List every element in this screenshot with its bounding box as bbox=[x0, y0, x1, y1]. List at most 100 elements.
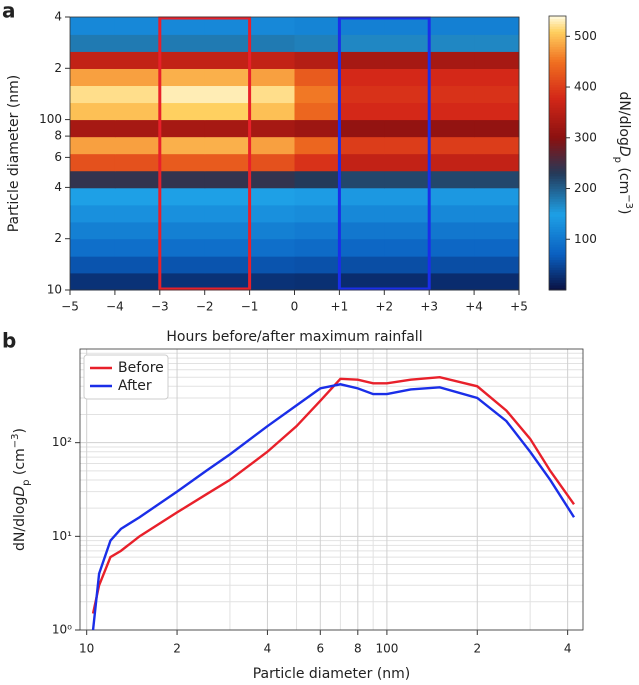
heat-cell bbox=[384, 102, 430, 121]
x-tick-label: −1 bbox=[241, 300, 259, 314]
heat-cell bbox=[249, 136, 295, 155]
colorbar-step bbox=[549, 150, 566, 154]
heat-cell bbox=[429, 51, 475, 69]
heat-cell bbox=[429, 136, 475, 155]
heat-cell bbox=[114, 17, 161, 35]
heat-cell bbox=[474, 119, 520, 138]
heat-cell bbox=[70, 102, 116, 121]
colorbar-step bbox=[549, 130, 566, 134]
heat-cell bbox=[429, 102, 475, 121]
colorbar-step bbox=[549, 185, 566, 190]
heat-cell bbox=[204, 187, 251, 206]
heat-cell bbox=[249, 51, 295, 69]
heat-cell bbox=[384, 170, 430, 189]
heat-cell bbox=[429, 256, 475, 274]
heat-cell bbox=[204, 238, 251, 257]
heat-cell bbox=[429, 204, 475, 223]
x-tick-label: +1 bbox=[331, 300, 349, 314]
heat-cell bbox=[204, 119, 251, 138]
heat-cell bbox=[114, 51, 161, 69]
colorbar-step bbox=[549, 246, 566, 250]
y-tick-label: 6 bbox=[54, 150, 62, 164]
colorbar-step bbox=[549, 69, 566, 73]
heat-cell bbox=[474, 153, 520, 172]
heat-cell bbox=[249, 17, 295, 35]
y-axis-label: Particle diameter (nm) bbox=[6, 75, 22, 233]
colorbar-step bbox=[549, 102, 566, 106]
x-tick-label: +2 bbox=[375, 300, 393, 314]
heat-cell bbox=[384, 187, 430, 206]
colorbar-step bbox=[549, 76, 566, 80]
heat-cell bbox=[339, 187, 385, 206]
heat-cell bbox=[384, 153, 430, 172]
heat-cell bbox=[339, 51, 385, 69]
heat-cell bbox=[114, 68, 161, 87]
colorbar-step bbox=[549, 59, 566, 63]
y-tick-label: 10² bbox=[52, 435, 72, 449]
heat-cell bbox=[384, 51, 430, 69]
x-tick-label: 2 bbox=[473, 642, 481, 656]
heat-cell bbox=[249, 119, 295, 138]
heat-cell bbox=[339, 272, 385, 291]
label-part: −3 bbox=[10, 434, 21, 449]
colorbar-step bbox=[549, 178, 566, 182]
colorbar-step bbox=[549, 264, 566, 268]
heat-cell bbox=[294, 119, 340, 138]
heat-cell bbox=[159, 85, 206, 104]
colorbar-step bbox=[549, 262, 566, 266]
heat-cell bbox=[204, 272, 251, 291]
panel-letter: a bbox=[2, 0, 16, 23]
heat-cell bbox=[204, 170, 251, 189]
y-tick-label: 10¹ bbox=[52, 529, 72, 543]
heat-cell bbox=[294, 68, 340, 87]
colorbar-step bbox=[549, 79, 566, 83]
colorbar-step bbox=[549, 226, 566, 230]
heat-cell bbox=[70, 17, 116, 35]
heat-cell bbox=[159, 136, 206, 155]
heat-cell bbox=[114, 187, 161, 206]
colorbar-step bbox=[549, 274, 566, 278]
heat-cell bbox=[294, 221, 340, 240]
colorbar-step bbox=[549, 191, 566, 195]
heat-cell bbox=[70, 221, 116, 240]
heat-cell bbox=[429, 119, 475, 138]
heat-cell bbox=[159, 102, 206, 121]
label-part: D bbox=[616, 146, 632, 157]
colorbar-step bbox=[549, 31, 566, 35]
heat-cell bbox=[249, 68, 295, 87]
label-part: dN/dlog bbox=[616, 92, 632, 146]
heat-cell bbox=[384, 34, 430, 52]
heat-cell bbox=[474, 238, 520, 257]
heat-cell bbox=[114, 102, 161, 121]
heat-cell bbox=[114, 238, 161, 257]
y-tick-label: 8 bbox=[54, 129, 62, 143]
heat-cell bbox=[249, 102, 295, 121]
highlight-box bbox=[337, 16, 431, 291]
colorbar-step bbox=[549, 193, 566, 197]
legend-box bbox=[83, 354, 169, 400]
heat-cell bbox=[384, 221, 430, 240]
heat-cell bbox=[70, 85, 116, 104]
heat-cell bbox=[429, 68, 475, 87]
colorbar-step bbox=[549, 112, 566, 116]
heat-cell bbox=[249, 34, 295, 52]
colorbar-step bbox=[549, 196, 566, 200]
heat-cell bbox=[159, 204, 206, 223]
heat-cell bbox=[339, 102, 385, 121]
heat-cell bbox=[339, 153, 385, 172]
heat-cell bbox=[114, 170, 161, 189]
heat-cell bbox=[204, 256, 251, 274]
heat-cell bbox=[429, 221, 475, 240]
colorbar-step bbox=[549, 41, 566, 45]
colorbar-step bbox=[549, 201, 566, 205]
colorbar-step bbox=[549, 216, 566, 220]
colorbar-step bbox=[549, 127, 566, 131]
heat-cell bbox=[249, 153, 295, 172]
heat-cell bbox=[159, 153, 206, 172]
colorbar-step bbox=[549, 16, 566, 20]
colorbar-step bbox=[549, 155, 566, 159]
heat-cell bbox=[294, 204, 340, 223]
colorbar-step bbox=[549, 173, 566, 177]
heat-cell bbox=[339, 34, 385, 52]
